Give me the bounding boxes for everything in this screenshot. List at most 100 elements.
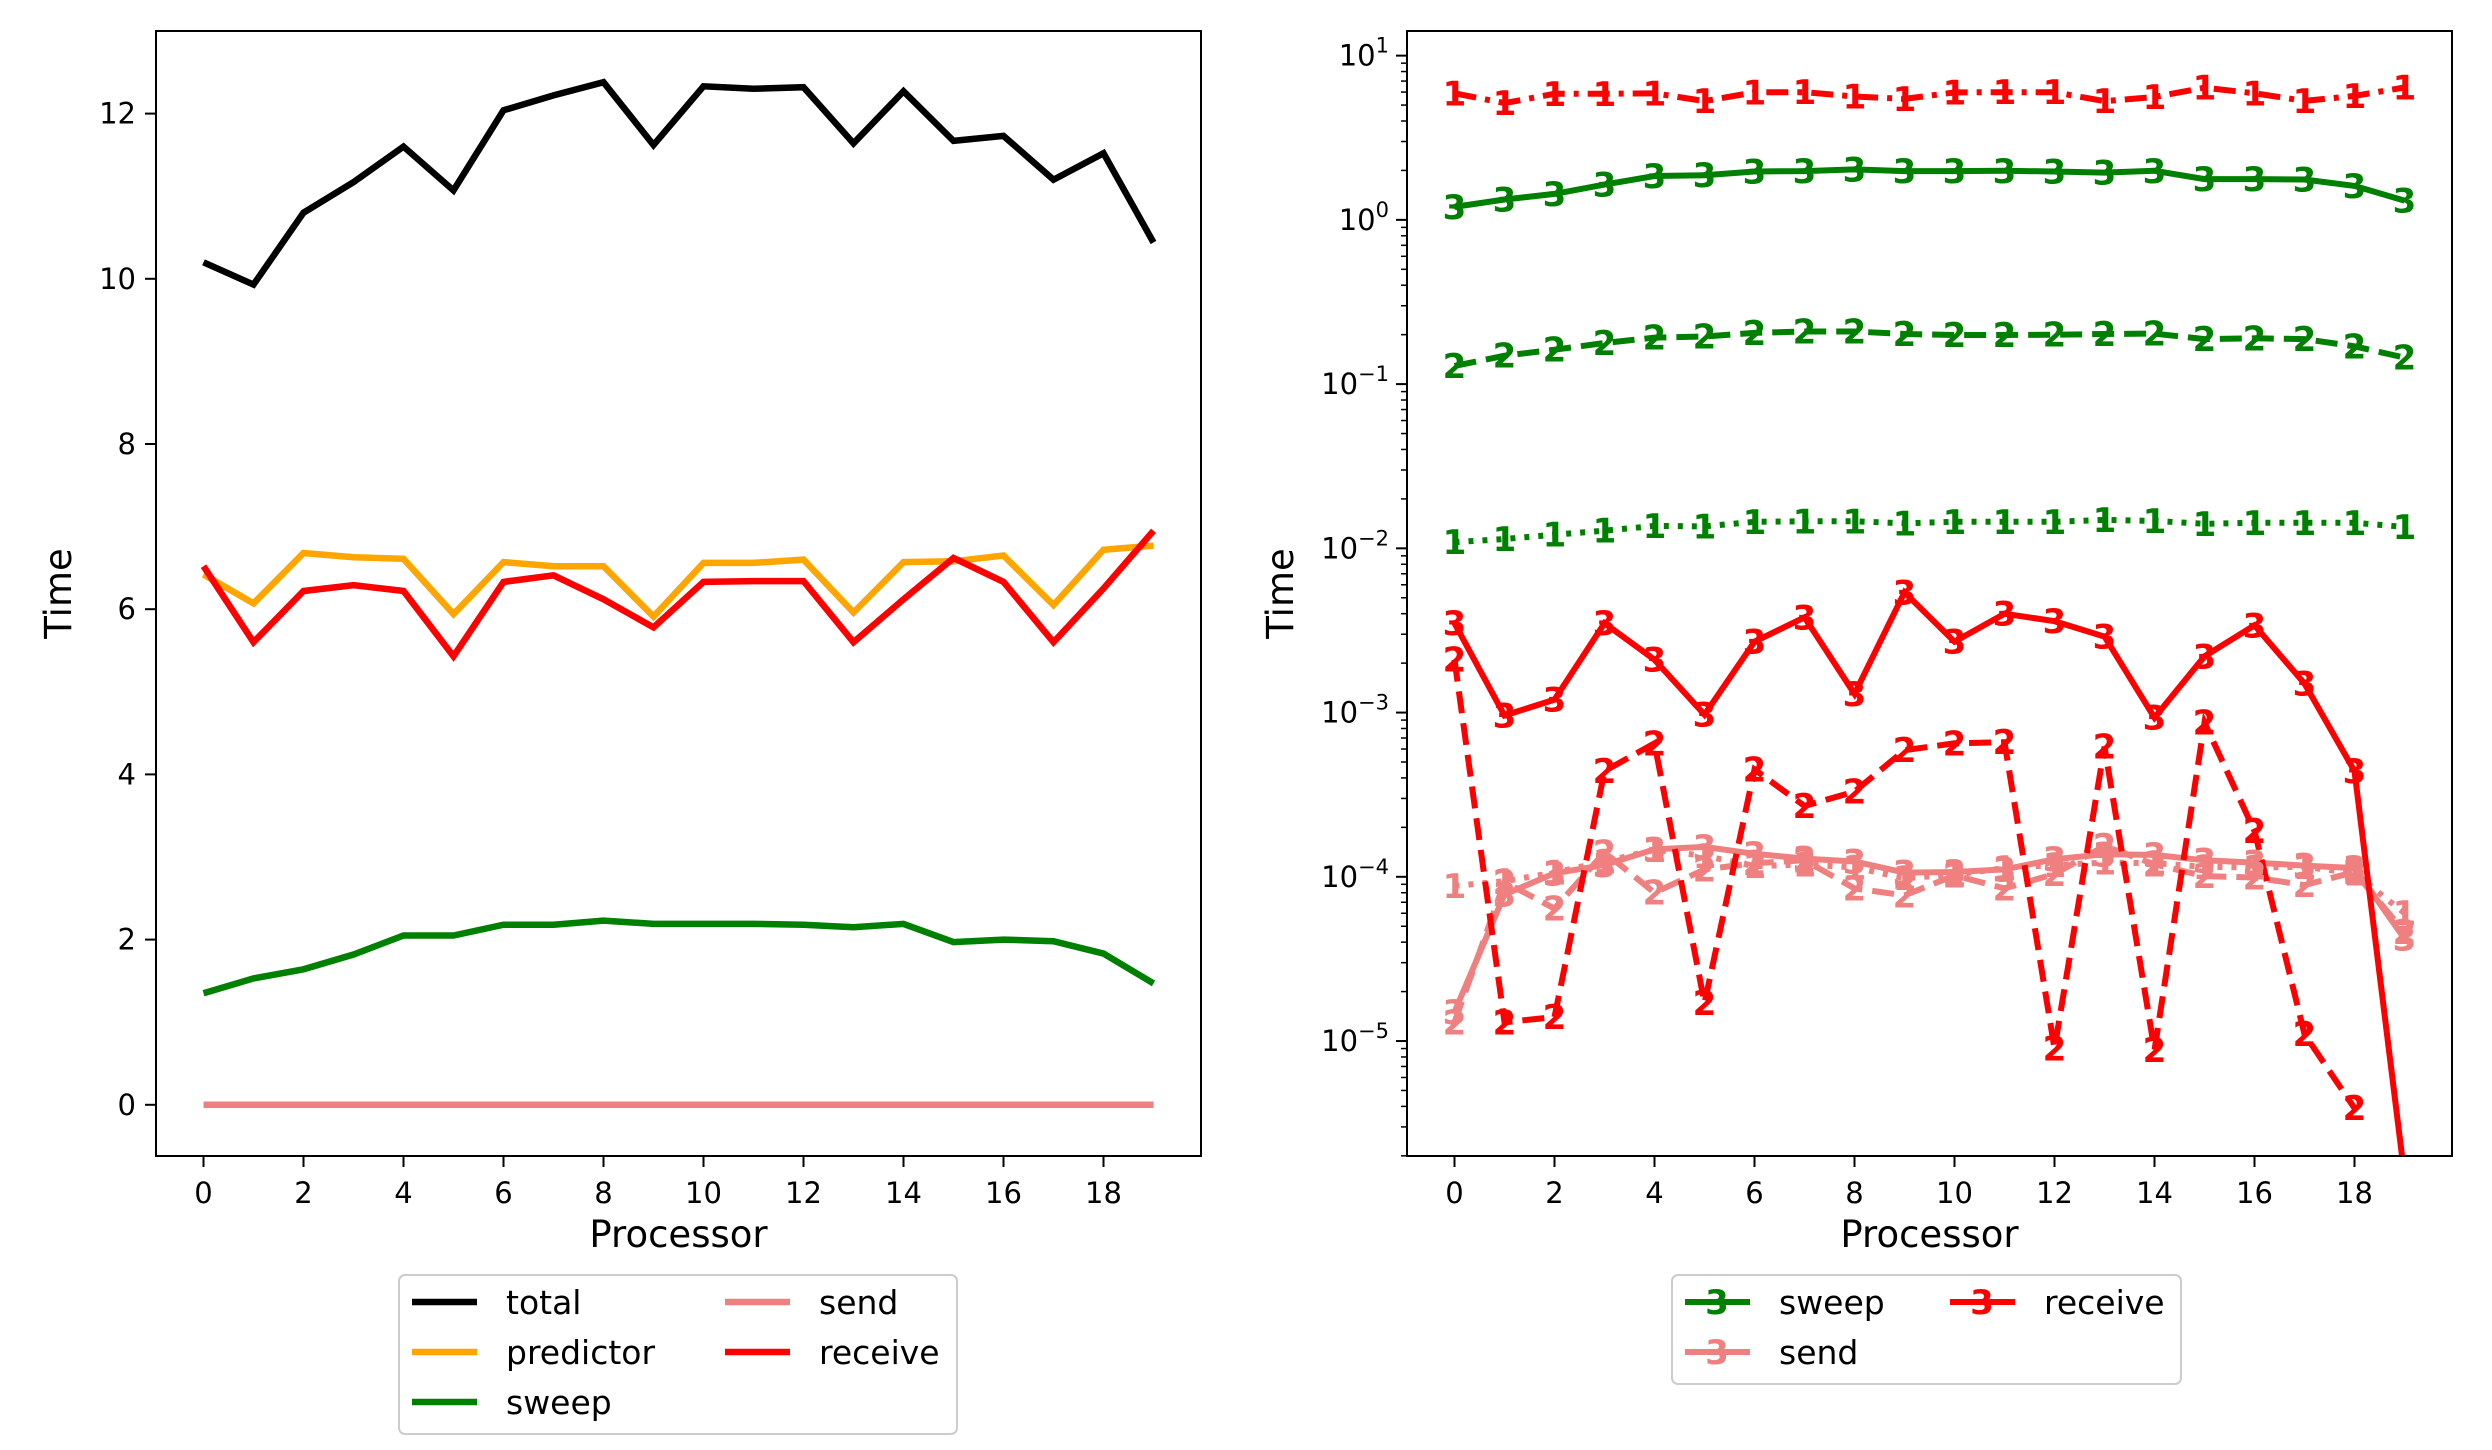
y-tick-label: 10−5 bbox=[1321, 1019, 1389, 1058]
marker-send-1: 1 bbox=[2243, 848, 2267, 888]
marker-send-2: 2 bbox=[1843, 869, 1867, 909]
y-tick-label: 10 bbox=[99, 262, 136, 296]
marker-sweep-1: 1 bbox=[2343, 504, 2367, 544]
marker-sweep-2: 2 bbox=[1993, 316, 2017, 356]
marker-receive-3: 3 bbox=[2243, 606, 2267, 646]
marker-receive-3: 3 bbox=[1793, 598, 1817, 638]
marker-sweep-1: 1 bbox=[2093, 501, 2117, 541]
x-tick-label: 16 bbox=[985, 1176, 1022, 1210]
marker-sweep-2: 2 bbox=[2243, 319, 2267, 359]
marker-sweep-3: 3 bbox=[1493, 181, 1517, 221]
marker-sweep-1: 1 bbox=[1793, 502, 1817, 542]
marker-send-2: 2 bbox=[1793, 841, 1817, 881]
marker-receive-3: 3 bbox=[1593, 604, 1617, 644]
y-tick-label: 101 bbox=[1339, 34, 1389, 73]
marker-sweep-3: 3 bbox=[2043, 153, 2067, 193]
marker-send-1: 1 bbox=[1493, 862, 1517, 902]
marker-receive-1: 1 bbox=[2293, 82, 2317, 122]
marker-sweep-1: 1 bbox=[2243, 504, 2267, 544]
marker-receive-1: 1 bbox=[2143, 78, 2167, 118]
marker-sweep-3: 3 bbox=[2143, 152, 2167, 192]
marker-receive-1: 1 bbox=[1843, 77, 1867, 117]
x-axis-label: Processor bbox=[1840, 1213, 2019, 1256]
marker-send-3: 3 bbox=[1743, 835, 1767, 875]
line-receive bbox=[200, 528, 1156, 662]
marker-send-1: 1 bbox=[2093, 844, 2117, 884]
marker-sweep-3: 3 bbox=[1943, 152, 1967, 192]
marker-receive-3: 3 bbox=[2193, 637, 2217, 677]
marker-send-3: 3 bbox=[1543, 854, 1567, 894]
legend-marker-receive: 3 bbox=[1970, 1283, 1994, 1323]
marker-sweep-3: 3 bbox=[1743, 153, 1767, 193]
legend-marker-send: 3 bbox=[1705, 1333, 1729, 1373]
marker-send-3: 3 bbox=[2243, 844, 2267, 884]
y-tick-label: 8 bbox=[118, 427, 136, 461]
x-tick-label: 6 bbox=[494, 1176, 512, 1210]
legend-label-receive: receive bbox=[819, 1333, 940, 1372]
marker-sweep-2: 2 bbox=[2293, 320, 2317, 360]
marker-sweep-2: 2 bbox=[2393, 339, 2417, 379]
line-total bbox=[202, 78, 1157, 289]
x-tick-label: 12 bbox=[2036, 1176, 2073, 1210]
marker-receive-3: 3 bbox=[2293, 665, 2317, 705]
line-send-1 bbox=[1454, 846, 2407, 916]
marker-receive-2: 2 bbox=[2243, 812, 2267, 852]
x-tick-label: 8 bbox=[594, 1176, 612, 1210]
x-tick-label: 6 bbox=[1745, 1176, 1763, 1210]
marker-send-2: 2 bbox=[1943, 856, 1967, 896]
x-tick-label: 4 bbox=[1645, 1176, 1663, 1210]
marker-send-1: 1 bbox=[1743, 847, 1767, 887]
y-tick-label: 4 bbox=[118, 757, 136, 791]
marker-receive-3: 3 bbox=[1743, 623, 1767, 663]
line-send-2 bbox=[1451, 842, 2407, 1024]
axes-frame bbox=[155, 30, 1202, 1157]
marker-sweep-3: 3 bbox=[2293, 161, 2317, 201]
marker-receive-1: 1 bbox=[2093, 82, 2117, 122]
marker-receive-1: 1 bbox=[1793, 73, 1817, 113]
marker-sweep-2: 2 bbox=[1843, 313, 1867, 353]
marker-send-1: 1 bbox=[1843, 848, 1867, 888]
marker-send-3: 3 bbox=[1443, 993, 1467, 1033]
marker-send-3: 3 bbox=[1943, 853, 1967, 893]
marker-sweep-1: 1 bbox=[1843, 502, 1867, 542]
marker-send-2: 2 bbox=[2293, 866, 2317, 906]
marker-receive-2: 2 bbox=[1693, 984, 1717, 1024]
marker-send-3: 3 bbox=[1493, 876, 1517, 916]
marker-sweep-3: 3 bbox=[2393, 182, 2417, 222]
marker-send-1: 1 bbox=[2143, 844, 2167, 884]
marker-send-1: 1 bbox=[1693, 837, 1717, 877]
axes-frame bbox=[1406, 30, 2453, 1157]
marker-receive-1: 1 bbox=[1493, 84, 1517, 124]
line-sweep bbox=[202, 917, 1156, 997]
marker-send-1: 1 bbox=[2043, 846, 2067, 886]
marker-send-3: 3 bbox=[2193, 841, 2217, 881]
marker-send-2: 2 bbox=[2343, 853, 2367, 893]
marker-receive-3: 3 bbox=[1643, 641, 1667, 681]
x-tick-label: 2 bbox=[294, 1176, 312, 1210]
marker-receive-3: 3 bbox=[2143, 699, 2167, 739]
line-send-3 bbox=[1451, 843, 2407, 1014]
y-tick-label: 100 bbox=[1339, 198, 1389, 237]
marker-sweep-2: 2 bbox=[1643, 319, 1667, 359]
marker-send-2: 2 bbox=[1993, 869, 2017, 909]
line-predictor bbox=[201, 542, 1154, 622]
marker-receive-2: 2 bbox=[2343, 1089, 2367, 1129]
line-sweep-1 bbox=[1454, 516, 2405, 546]
marker-send-2: 2 bbox=[1893, 876, 1917, 916]
left-chart: 0 2 4 6 8 10 12 14 16 18 0 2 4 6 8 10 12 Processor Time tot… bbox=[37, 30, 1202, 1435]
marker-sweep-1: 1 bbox=[2293, 504, 2317, 544]
marker-receive-1: 1 bbox=[1993, 73, 2017, 113]
marker-send-2: 2 bbox=[1643, 874, 1667, 914]
marker-receive-3: 3 bbox=[2343, 752, 2367, 792]
marker-receive-1: 1 bbox=[2193, 69, 2217, 109]
marker-send-3: 3 bbox=[2293, 847, 2317, 887]
marker-send-2: 2 bbox=[2393, 913, 2417, 953]
marker-send-2: 2 bbox=[1443, 1003, 1467, 1043]
marker-receive-2: 2 bbox=[1793, 787, 1817, 827]
marker-send-2: 2 bbox=[2243, 859, 2267, 899]
marker-sweep-2: 2 bbox=[2193, 320, 2217, 360]
line-receive-2 bbox=[1451, 659, 2357, 1110]
marker-send-3: 3 bbox=[1843, 842, 1867, 882]
marker-send-1: 1 bbox=[1443, 867, 1467, 907]
marker-sweep-3: 3 bbox=[1993, 152, 2017, 192]
